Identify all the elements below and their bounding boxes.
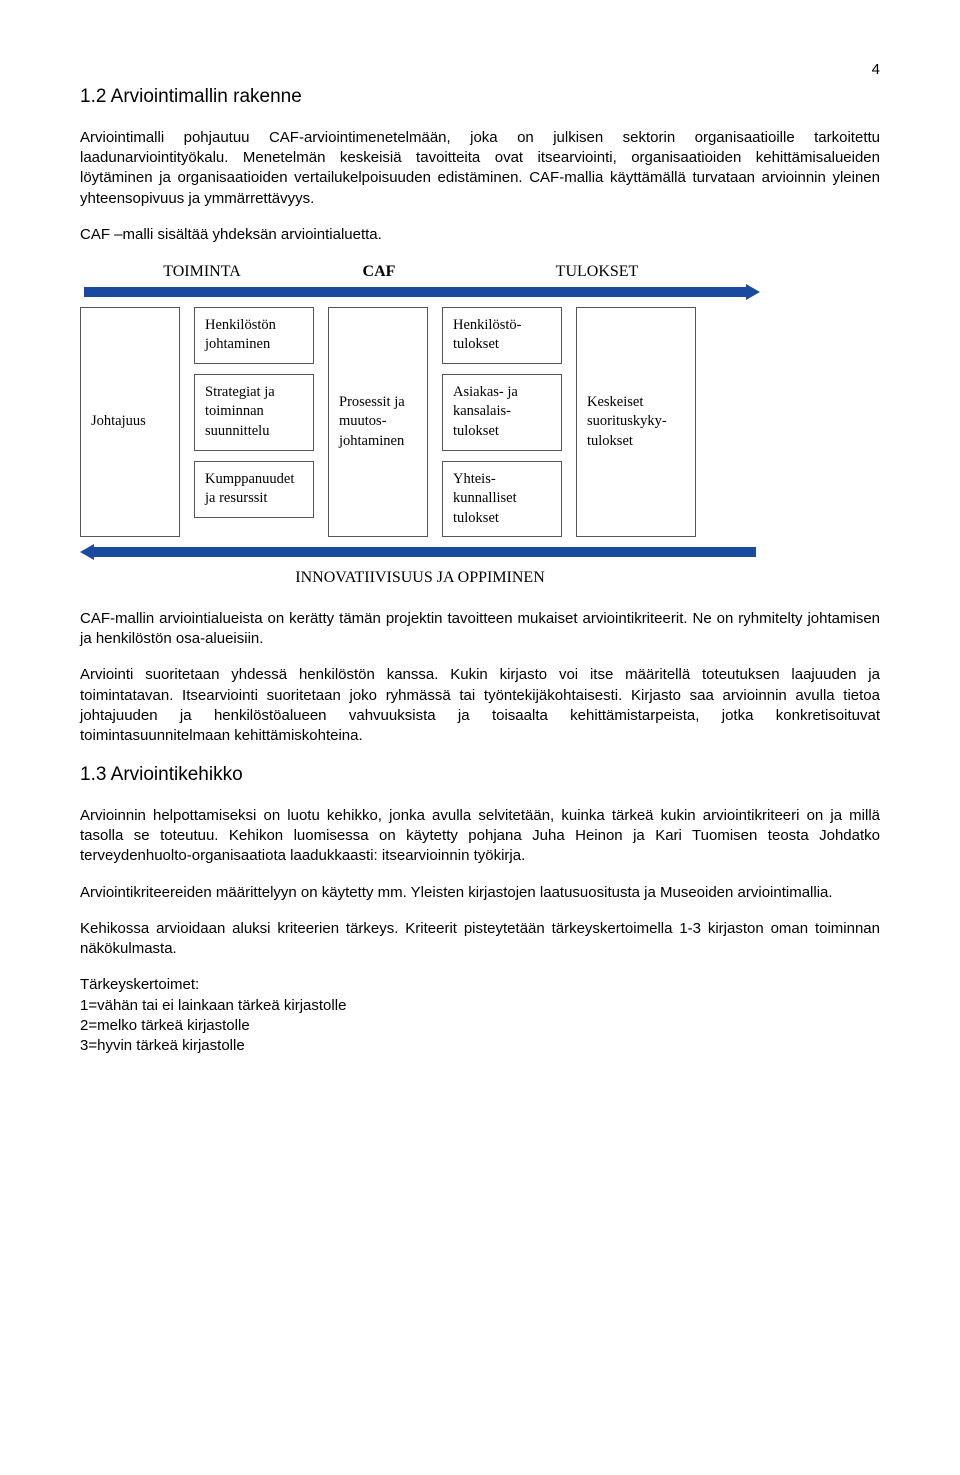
- box-johtajuus: Johtajuus: [80, 307, 180, 538]
- arrow-left-icon: [80, 547, 760, 557]
- paragraph-7: Kehikossa arvioidaan aluksi kriteerien t…: [80, 919, 880, 960]
- paragraph-3: CAF-mallin arviointialueista on kerätty …: [80, 609, 880, 650]
- paragraph-8: Tärkeyskertoimet: 1=vähän tai ei lainkaa…: [80, 975, 880, 1056]
- diagram-col-5: Keskeiset suorituskyky-tulokset: [576, 307, 696, 538]
- diagram-label-caf: CAF: [324, 261, 434, 283]
- t-line-2: 2=melko tärkeä kirjastolle: [80, 1017, 250, 1034]
- paragraph-2: CAF –malli sisältää yhdeksän arviointial…: [80, 225, 880, 245]
- t-line-1: 1=vähän tai ei lainkaan tärkeä kirjastol…: [80, 997, 346, 1014]
- t-label: Tärkeyskertoimet:: [80, 976, 199, 993]
- box-keskeiset: Keskeiset suorituskyky-tulokset: [576, 307, 696, 538]
- page-number: 4: [80, 60, 880, 80]
- diagram-col-1: Johtajuus: [80, 307, 180, 538]
- box-henkiloston-johtaminen: Henkilöstön johtaminen: [194, 307, 314, 364]
- box-yhteiskunnalliset: Yhteis-kunnalliset tulokset: [442, 461, 562, 538]
- diagram-boxes: Johtajuus Henkilöstön johtaminen Strateg…: [80, 307, 760, 538]
- box-henkilostotulokset: Henkilöstö-tulokset: [442, 307, 562, 364]
- caf-diagram: TOIMINTA CAF TULOKSET Johtajuus Henkilös…: [80, 261, 760, 589]
- box-kumppanuudet: Kumppanuudet ja resurssit: [194, 461, 314, 518]
- diagram-top-labels: TOIMINTA CAF TULOKSET: [80, 261, 760, 283]
- box-asiakastulokset: Asiakas- ja kansalais-tulokset: [442, 374, 562, 451]
- heading-1-3: 1.3 Arviointikehikko: [80, 762, 880, 788]
- diagram-label-tulokset: TULOKSET: [434, 261, 760, 283]
- diagram-label-toiminta: TOIMINTA: [80, 261, 324, 283]
- diagram-col-4: Henkilöstö-tulokset Asiakas- ja kansalai…: [442, 307, 562, 538]
- diagram-col-3: Prosessit ja muutos-johtaminen: [328, 307, 428, 538]
- heading-1-2: 1.2 Arviointimallin rakenne: [80, 84, 880, 110]
- box-prosessit: Prosessit ja muutos-johtaminen: [328, 307, 428, 538]
- diagram-bottom-label: INNOVATIIVISUUS JA OPPIMINEN: [80, 567, 760, 589]
- paragraph-6: Arviointikriteereiden määrittelyyn on kä…: [80, 883, 880, 903]
- paragraph-5: Arvioinnin helpottamiseksi on luotu kehi…: [80, 806, 880, 867]
- diagram-col-2: Henkilöstön johtaminen Strategiat ja toi…: [194, 307, 314, 538]
- paragraph-1: Arviointimalli pohjautuu CAF-arviointime…: [80, 128, 880, 209]
- box-strategiat: Strategiat ja toiminnan suunnittelu: [194, 374, 314, 451]
- t-line-3: 3=hyvin tärkeä kirjastolle: [80, 1037, 245, 1054]
- paragraph-4: Arviointi suoritetaan yhdessä henkilöstö…: [80, 665, 880, 746]
- arrow-right-icon: [80, 287, 760, 297]
